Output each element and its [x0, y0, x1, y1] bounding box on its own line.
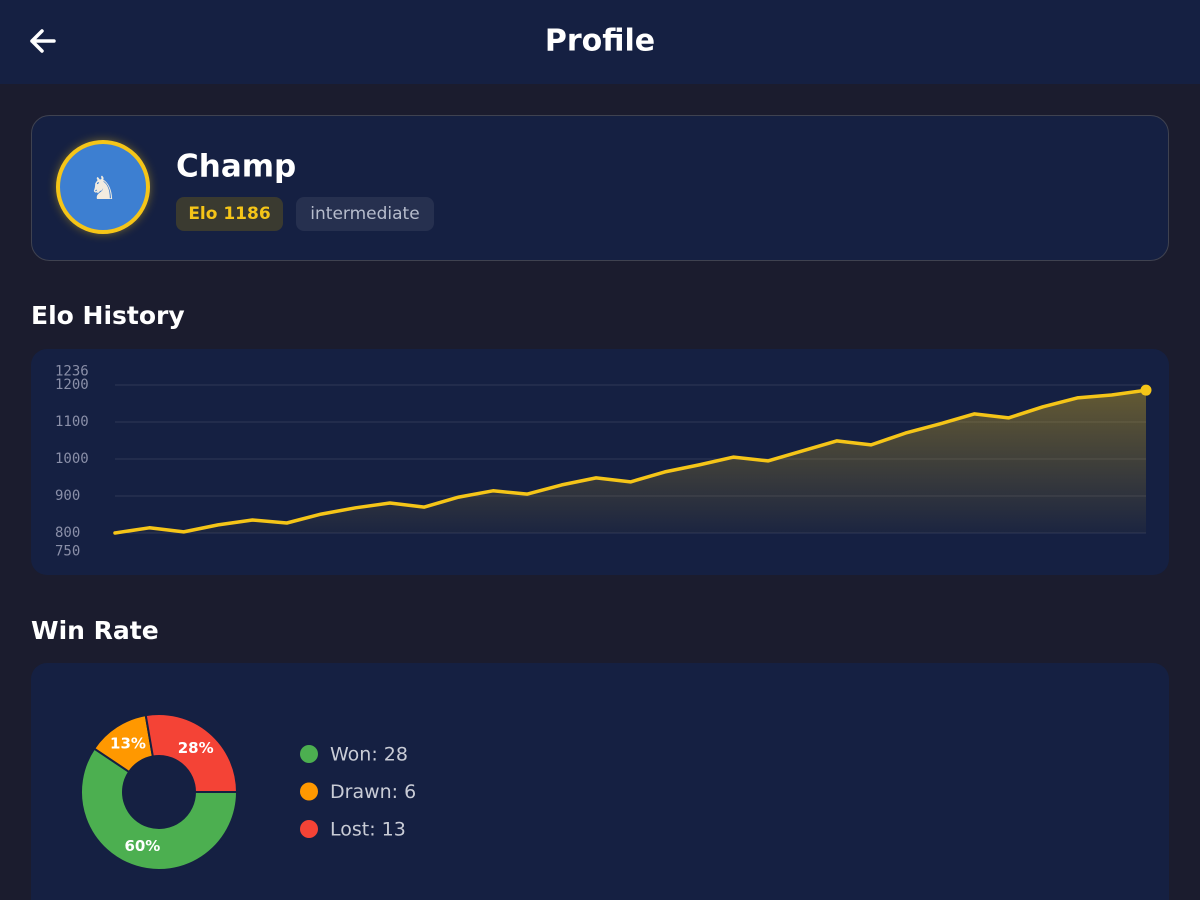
- level-badge-text: intermediate: [310, 204, 419, 224]
- legend-label: Won: 28: [330, 744, 408, 766]
- legend-label: Drawn: 6: [330, 781, 416, 803]
- legend-label: Lost: 13: [330, 819, 406, 841]
- avatar: [56, 140, 150, 234]
- y-tick-label: 900: [55, 488, 80, 504]
- win-rate-card: [31, 663, 1169, 900]
- elo-badge-text: Elo 1186: [188, 204, 270, 224]
- legend-swatch: [300, 782, 318, 801]
- legend-swatch: [300, 820, 318, 838]
- y-tick-label: 1236: [55, 364, 89, 380]
- elo-line: [113, 388, 1148, 535]
- page-title: Profile: [545, 24, 655, 59]
- y-tick-label: 1000: [55, 451, 89, 467]
- last-point: [1140, 384, 1152, 396]
- level-badge: [296, 197, 434, 231]
- pie-slice: [144, 713, 239, 793]
- section-title: Win Rate: [31, 616, 159, 645]
- y-tick-label: 750: [55, 544, 80, 560]
- header-bar: [0, 0, 1200, 84]
- elo-badge: [176, 197, 283, 231]
- avatar-icon: ♞: [89, 169, 118, 207]
- y-tick-label: 1200: [55, 377, 89, 393]
- slice-label: 60%: [124, 837, 160, 855]
- section-title: Elo History: [31, 301, 185, 330]
- pie-slice: [80, 747, 239, 871]
- y-tick-label: 800: [55, 525, 80, 541]
- legend-swatch: [300, 745, 318, 763]
- back-button[interactable]: [30, 29, 56, 53]
- y-tick-label: 1100: [55, 414, 89, 430]
- profile-card: [31, 115, 1169, 261]
- area: [115, 390, 1146, 533]
- win-rate-chart: 60% 13% 28% Won: 28 Drawn: 6 Lost: 13: [80, 713, 416, 871]
- player-name: Champ: [176, 149, 296, 185]
- slice-label: 13%: [110, 735, 146, 753]
- slice-label: 28%: [178, 739, 214, 757]
